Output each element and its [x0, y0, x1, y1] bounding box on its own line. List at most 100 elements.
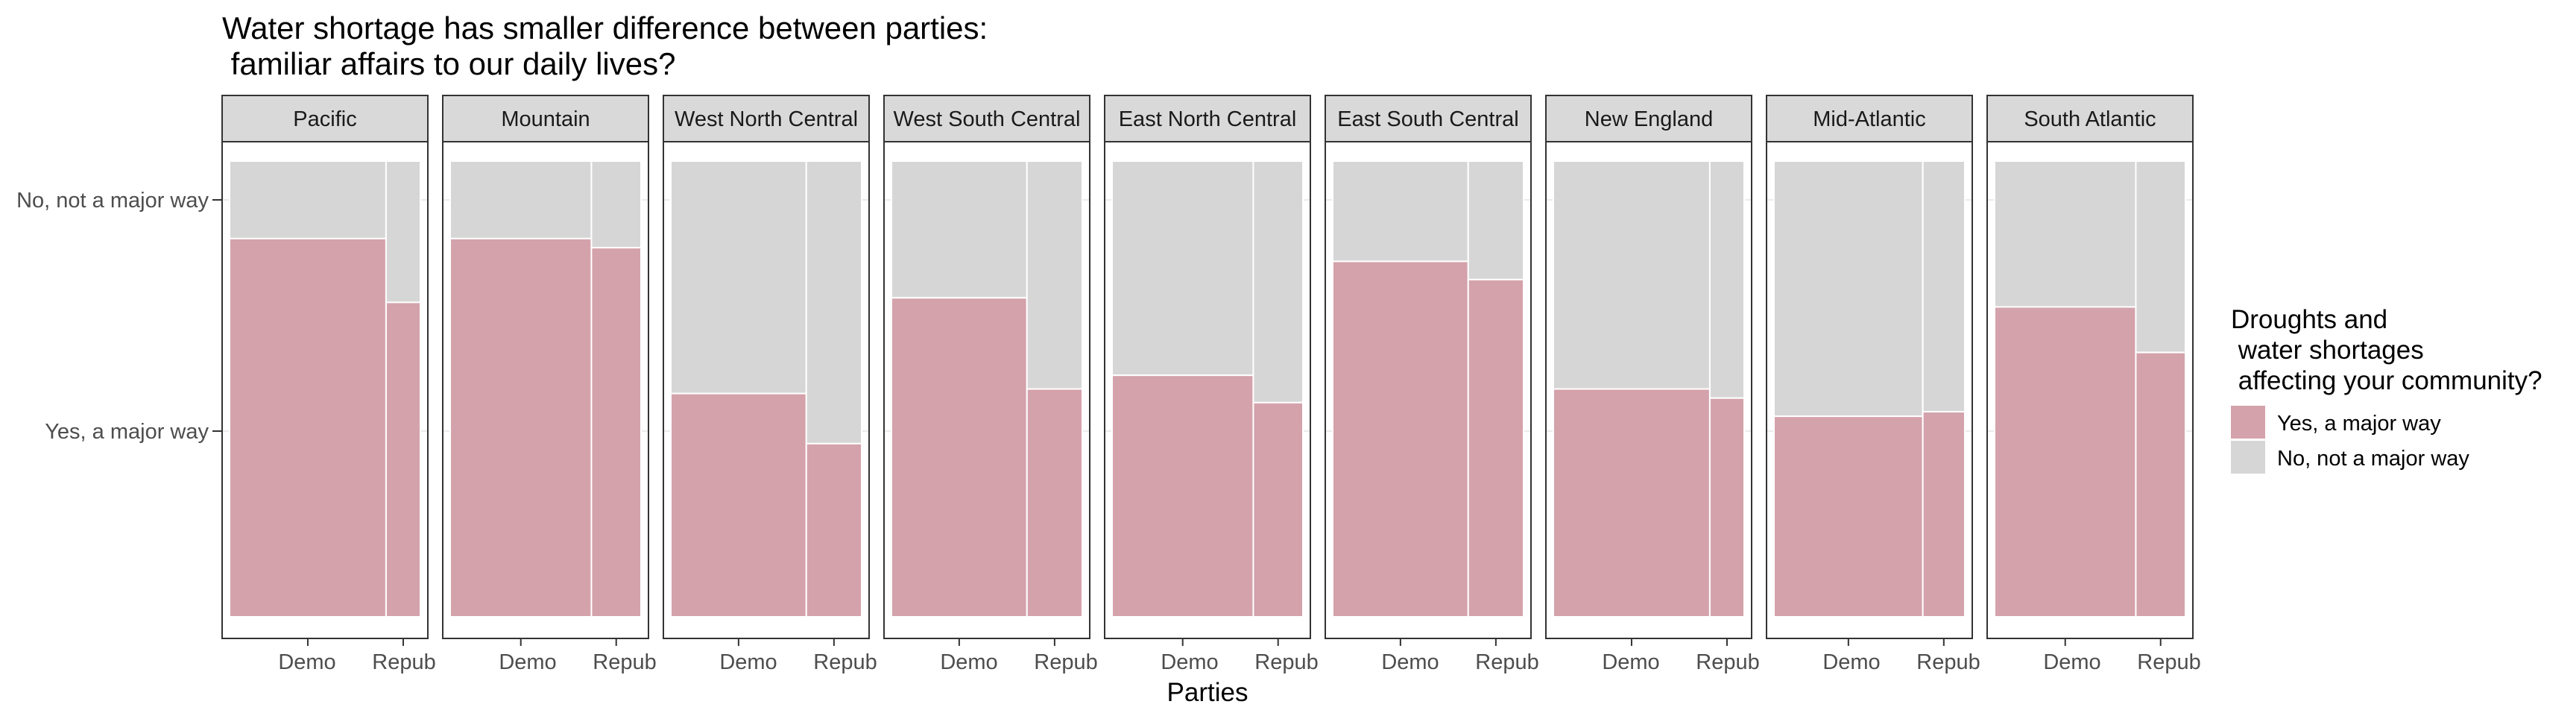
bar-segment-yes — [891, 297, 1028, 618]
bar-segment-no — [1332, 160, 1469, 263]
facet-strip — [883, 95, 1090, 142]
legend: Droughts and water shortages affecting y… — [2231, 305, 2542, 474]
facet-strip — [442, 95, 649, 142]
panel-border — [883, 141, 1090, 639]
bar-segment-no — [805, 160, 863, 445]
bar-segment-no — [2135, 160, 2186, 354]
bar-segment-yes — [1111, 374, 1254, 618]
x-axis-title: Parties — [1167, 678, 1248, 707]
legend-title-line-2: water shortages — [2231, 336, 2424, 365]
bar-segment-no — [1026, 160, 1084, 390]
x-tick-label-demo: Demo — [1602, 650, 1659, 674]
x-tick-label-repub: Repub — [1254, 650, 1318, 674]
legend-label-no: No, not a major way — [2277, 447, 2469, 471]
facet-panel: New England Demo Repub — [1545, 95, 1760, 674]
facet-strip — [1986, 95, 2194, 142]
facet-panel: East South Central Demo Repub — [1325, 95, 1539, 674]
bar-segment-yes — [229, 237, 387, 618]
bar-segment-yes — [1332, 260, 1469, 618]
panel-border — [1766, 141, 1973, 639]
facet-panel: Mid-Atlantic Demo Repub — [1766, 95, 1980, 674]
x-tick-label-repub: Repub — [1916, 650, 1980, 674]
facet-strip — [663, 95, 870, 142]
x-tick-label-repub: Repub — [2137, 650, 2200, 674]
facet-strip-label: South Atlantic — [2024, 107, 2156, 131]
panel-border — [1545, 141, 1752, 639]
bar-segment-yes — [670, 392, 807, 618]
facet-strip-label: New England — [1585, 107, 1714, 131]
x-tick-label-demo: Demo — [1822, 650, 1880, 674]
x-tick-label-repub: Repub — [1034, 650, 1097, 674]
bar-segment-no — [590, 160, 642, 249]
bar-segment-no — [1111, 160, 1254, 377]
panel-border — [663, 141, 870, 639]
facet-panel: East North Central Demo Repub — [1104, 95, 1319, 674]
bar-segment-no — [229, 160, 387, 239]
x-tick-label-demo: Demo — [2043, 650, 2100, 674]
facet-panel: Pacific Demo Repub — [221, 95, 436, 674]
bar-segment-no — [385, 160, 421, 304]
legend-swatch-yes — [2231, 406, 2265, 439]
panel-border — [1986, 141, 2194, 639]
facet-strip — [221, 95, 429, 142]
bar-segment-yes — [449, 237, 593, 618]
facet-strip-label: Pacific — [293, 107, 356, 131]
x-tick-label-repub: Repub — [1696, 650, 1759, 674]
chart-title-line-1: Water shortage has smaller difference be… — [222, 10, 988, 45]
facet-panel: West North Central Demo Repub — [663, 95, 877, 674]
x-tick-label-repub: Repub — [1475, 650, 1538, 674]
bar-segment-no — [670, 160, 807, 395]
bar-segment-yes — [1252, 401, 1304, 618]
bar-segment-no — [1553, 160, 1711, 390]
chart-title-line-2: familiar affairs to our daily lives? — [222, 46, 675, 81]
x-tick-label-repub: Repub — [372, 650, 435, 674]
bar-segment-yes — [805, 442, 863, 618]
panel-border — [221, 141, 429, 639]
bar-segment-yes — [1553, 388, 1711, 618]
legend-title-line-1: Droughts and — [2231, 305, 2387, 334]
bar-segment-yes — [1922, 411, 1966, 618]
bar-segment-yes — [1773, 415, 1924, 618]
bar-segment-no — [1922, 160, 1966, 413]
legend-title-line-3: affecting your community? — [2231, 366, 2542, 395]
facet-panel: West South Central Demo Repub — [883, 95, 1098, 674]
x-tick-label-demo: Demo — [1161, 650, 1218, 674]
panel-border — [442, 141, 649, 639]
y-tick-label: Yes, a major way — [45, 420, 209, 444]
panel-border — [1325, 141, 1532, 639]
facet-strip-label: Mountain — [501, 107, 590, 131]
facet-panel: South Atlantic Demo Repub — [1986, 95, 2201, 674]
facet-strip — [1104, 95, 1311, 142]
bar-segment-yes — [590, 247, 642, 618]
bar-segment-no — [1708, 160, 1745, 399]
x-tick-label-repub: Repub — [813, 650, 877, 674]
y-tick-label: No, not a major way — [16, 189, 209, 213]
facet-strip-label: East South Central — [1337, 107, 1518, 131]
panel-border — [1104, 141, 1311, 639]
facet-strip — [1325, 95, 1532, 142]
x-tick-label-demo: Demo — [278, 650, 335, 674]
bar-segment-yes — [1467, 278, 1525, 618]
bar-segment-no — [1994, 160, 2137, 308]
facet-strip-label: West South Central — [894, 107, 1081, 131]
x-tick-label-demo: Demo — [719, 650, 777, 674]
bar-segment-yes — [385, 301, 421, 618]
x-tick-label-repub: Repub — [593, 650, 656, 674]
bar-segment-yes — [2135, 351, 2186, 618]
legend-label-yes: Yes, a major way — [2277, 412, 2441, 436]
bar-segment-no — [1467, 160, 1525, 280]
legend-swatch-no — [2231, 441, 2265, 474]
facet-panel: Mountain Demo Repub — [442, 95, 657, 674]
bar-segment-no — [891, 160, 1028, 299]
bar-segment-yes — [1708, 397, 1745, 618]
x-tick-label-demo: Demo — [940, 650, 997, 674]
bar-segment-yes — [1994, 306, 2137, 618]
x-tick-label-demo: Demo — [1381, 650, 1439, 674]
bar-segment-no — [449, 160, 593, 239]
facet-strip — [1545, 95, 1752, 142]
bar-segment-no — [1773, 160, 1924, 418]
facet-strip-label: Mid-Atlantic — [1813, 107, 1926, 131]
y-axis: Yes, a major way No, not a major way — [16, 189, 222, 444]
